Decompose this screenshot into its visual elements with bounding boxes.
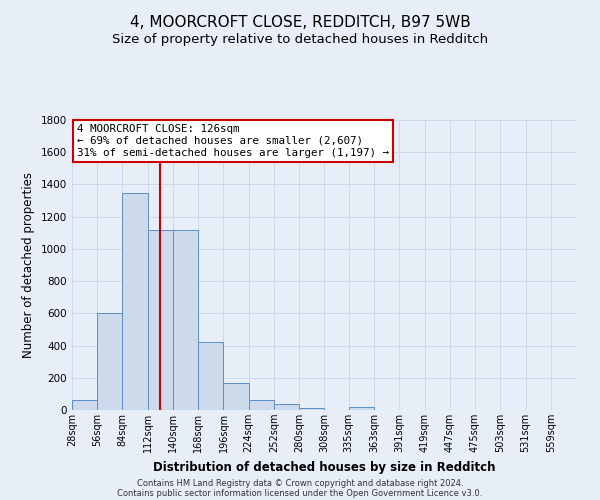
Text: 4, MOORCROFT CLOSE, REDDITCH, B97 5WB: 4, MOORCROFT CLOSE, REDDITCH, B97 5WB [130,15,470,30]
Bar [223,382,249,410]
Text: 4 MOORCROFT CLOSE: 126sqm
← 69% of detached houses are smaller (2,607)
31% of se: 4 MOORCROFT CLOSE: 126sqm ← 69% of detac… [77,124,389,158]
X-axis label: Distribution of detached houses by size in Redditch: Distribution of detached houses by size … [153,460,495,473]
Text: Contains HM Land Registry data © Crown copyright and database right 2024.: Contains HM Land Registry data © Crown c… [137,478,463,488]
Bar [97,314,122,410]
Text: Contains public sector information licensed under the Open Government Licence v3: Contains public sector information licen… [118,488,482,498]
Bar [173,230,198,410]
Bar [274,404,299,410]
Bar [148,230,173,410]
Bar [249,400,274,410]
Bar [349,407,374,410]
Y-axis label: Number of detached properties: Number of detached properties [22,172,35,358]
Text: Size of property relative to detached houses in Redditch: Size of property relative to detached ho… [112,32,488,46]
Bar [198,342,223,410]
Bar [299,408,325,410]
Bar [72,400,97,410]
Bar [122,192,148,410]
